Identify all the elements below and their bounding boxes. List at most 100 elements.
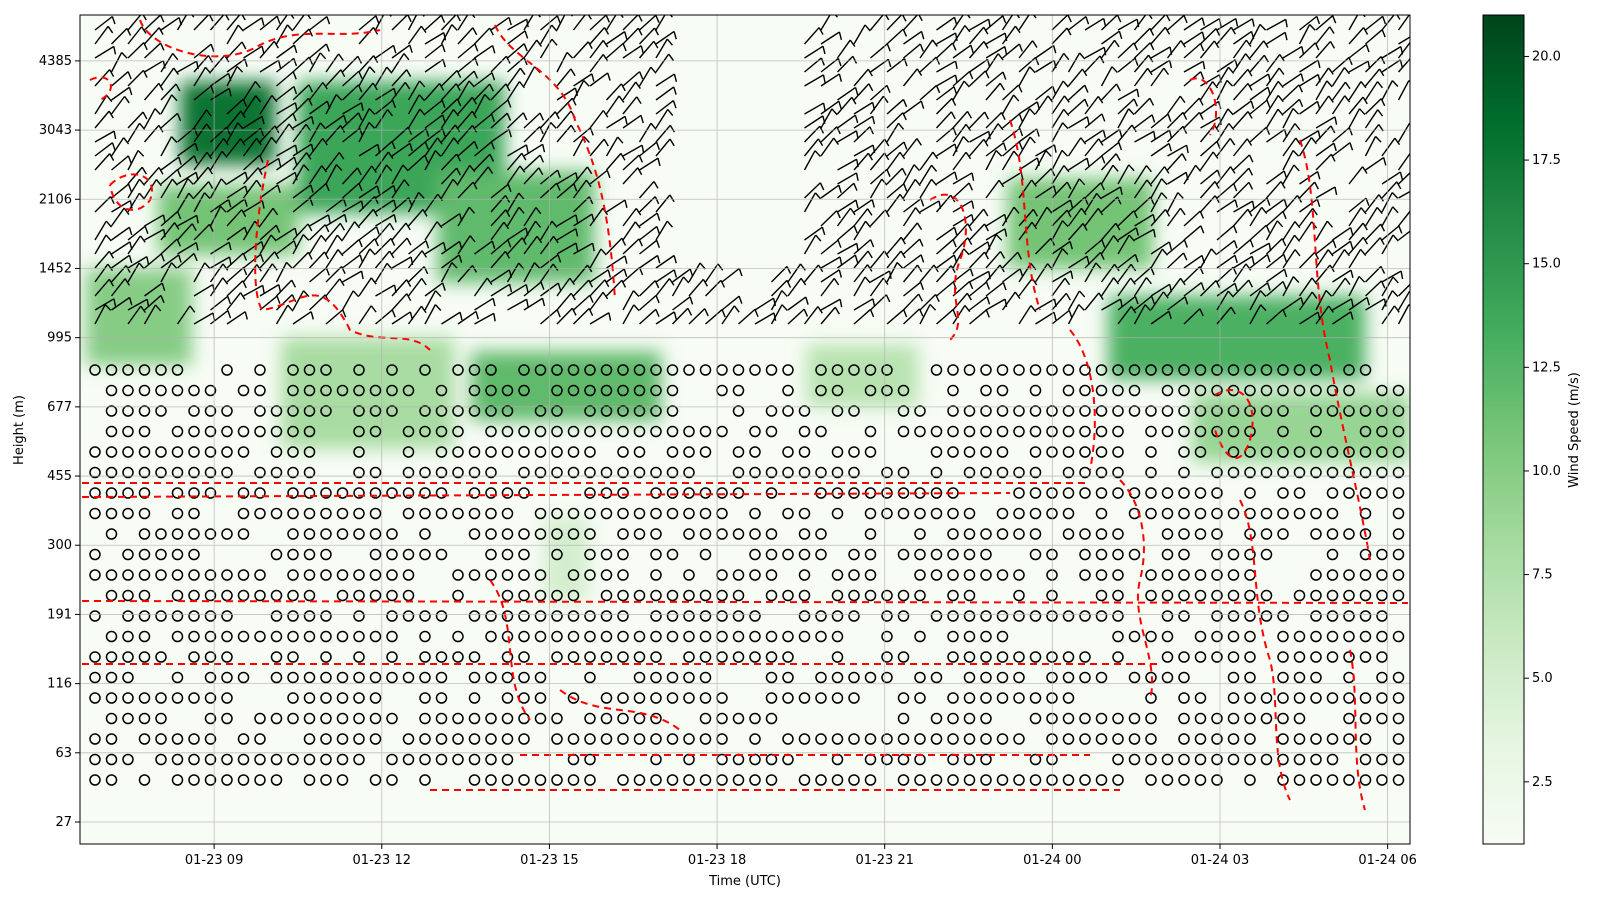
- wind-barb: [869, 277, 889, 297]
- calm-marker: [1310, 692, 1322, 704]
- calm-marker: [1178, 774, 1190, 786]
- calm-marker: [584, 712, 596, 725]
- calm-marker: [485, 774, 497, 786]
- calm-marker: [468, 671, 481, 684]
- calm-marker: [1244, 671, 1256, 684]
- calm-marker: [1343, 384, 1355, 397]
- calm-marker: [122, 507, 134, 520]
- wind-barb: [1051, 15, 1072, 31]
- wind-barb: [1133, 67, 1153, 87]
- calm-marker: [1359, 589, 1372, 602]
- wind-barb: [573, 294, 594, 311]
- calm-marker: [270, 630, 283, 643]
- calm-marker: [699, 589, 712, 602]
- wind-barb: [259, 136, 278, 157]
- calm-marker: [567, 528, 580, 540]
- wind-barb: [407, 250, 428, 269]
- calm-marker: [617, 712, 629, 725]
- calm-marker: [1211, 733, 1223, 745]
- calm-marker: [320, 487, 332, 499]
- calm-marker: [897, 405, 910, 417]
- calm-marker: [914, 507, 926, 520]
- wind-barb: [1035, 185, 1057, 199]
- calm-marker: [831, 569, 844, 581]
- wind-barb: [622, 71, 644, 87]
- calm-marker: [1194, 384, 1207, 397]
- calm-marker: [221, 692, 233, 704]
- calm-marker: [798, 630, 811, 643]
- calm-marker: [1062, 774, 1075, 786]
- calm-marker: [1161, 384, 1174, 397]
- calm-marker: [996, 528, 1009, 540]
- calm-marker: [353, 569, 365, 581]
- calm-marker: [386, 487, 398, 499]
- wind-barb: [457, 57, 479, 73]
- calm-marker: [666, 507, 679, 520]
- wind-barb: [457, 164, 476, 185]
- wind-barb: [506, 237, 527, 255]
- calm-marker: [534, 528, 547, 540]
- wind-barb: [1397, 57, 1410, 73]
- wind-barb: [1183, 111, 1204, 129]
- wind-barb: [523, 154, 545, 171]
- calm-marker: [963, 466, 976, 479]
- calm-marker: [336, 692, 349, 704]
- calm-marker: [419, 610, 431, 622]
- wind-barb: [886, 28, 908, 45]
- calm-marker: [947, 425, 959, 438]
- calm-marker: [1277, 630, 1289, 643]
- wind-barb: [1299, 198, 1321, 213]
- calm-marker: [353, 507, 365, 520]
- calm-marker: [848, 548, 860, 561]
- wind-barb: [523, 281, 545, 297]
- wind-barb: [1315, 80, 1333, 101]
- calm-marker: [1260, 384, 1273, 397]
- wind-barb: [1166, 207, 1186, 227]
- calm-marker: [171, 753, 184, 766]
- wind-barb: [193, 181, 214, 199]
- calm-marker: [122, 671, 134, 684]
- wind-barb: [309, 224, 330, 241]
- wind-barb: [259, 15, 281, 31]
- wind-barb: [1199, 248, 1218, 269]
- wind-barb: [143, 27, 164, 45]
- wind-barb: [870, 168, 891, 185]
- wind-barb: [1266, 210, 1287, 227]
- wind-barb: [1233, 100, 1255, 115]
- wind-barb: [1100, 83, 1121, 101]
- calm-marker: [204, 569, 217, 581]
- wind-barb: [837, 114, 859, 129]
- calm-marker: [732, 528, 745, 540]
- calm-marker: [336, 630, 349, 643]
- calm-marker: [798, 589, 811, 602]
- calm-marker: [534, 446, 547, 458]
- wind-barb: [919, 178, 938, 199]
- wind-barb: [292, 84, 313, 101]
- wind-barb: [226, 98, 248, 115]
- wind-barb: [539, 263, 559, 283]
- wind-barb: [127, 305, 147, 325]
- wind-barb: [1232, 167, 1254, 185]
- wind-barb: [837, 172, 859, 185]
- calm-marker: [1359, 528, 1372, 540]
- calm-marker: [600, 712, 613, 725]
- calm-marker: [353, 753, 365, 766]
- wind-barb: [1018, 179, 1037, 199]
- calm-marker: [369, 712, 382, 725]
- calm-marker: [765, 589, 778, 602]
- wind-barb: [936, 74, 958, 87]
- calm-marker: [848, 671, 860, 684]
- calm-marker: [1310, 774, 1322, 786]
- wind-barb: [902, 164, 920, 185]
- wind-barb: [1117, 98, 1139, 115]
- wind-barb: [325, 198, 347, 213]
- wind-barb: [308, 82, 328, 101]
- calm-marker: [1178, 528, 1190, 540]
- calm-marker: [419, 548, 431, 561]
- wind-barb: [639, 15, 660, 31]
- calm-marker: [435, 507, 448, 520]
- contour-line: [1009, 119, 1041, 311]
- wind-barb: [1216, 306, 1236, 325]
- calm-marker: [1178, 487, 1190, 499]
- calm-marker: [584, 405, 596, 417]
